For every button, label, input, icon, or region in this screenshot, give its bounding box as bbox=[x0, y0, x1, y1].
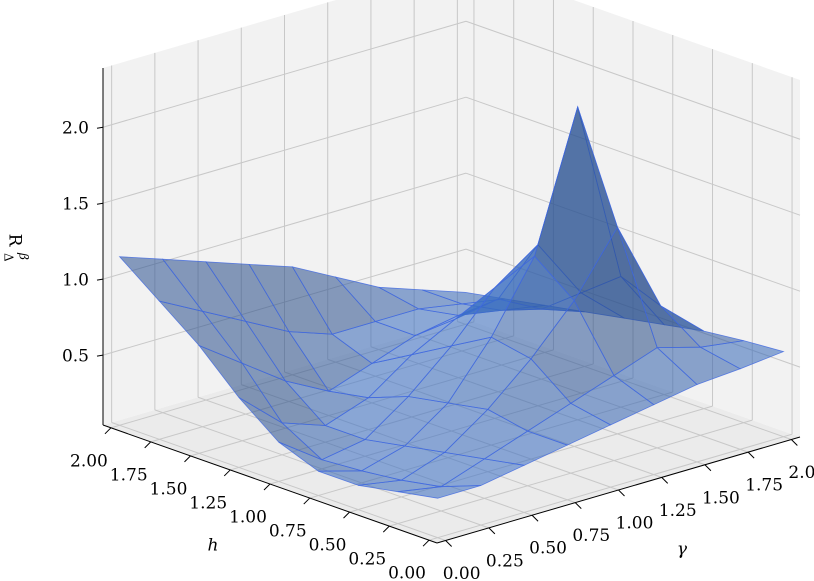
y-tick bbox=[574, 502, 582, 509]
x-tick-label: 0.50 bbox=[309, 536, 347, 556]
grid-line bbox=[102, 96, 467, 204]
z-tick-label: 1.5 bbox=[62, 195, 89, 215]
y-tick-label: 1.75 bbox=[745, 476, 783, 496]
surface-patch bbox=[397, 485, 482, 499]
x-tick-label: 2.00 bbox=[70, 451, 108, 471]
x-tick-label: 1.50 bbox=[150, 479, 188, 499]
y-tick-label: 0.50 bbox=[529, 539, 567, 559]
y-tick bbox=[618, 489, 625, 497]
z-label-base: R bbox=[5, 234, 25, 248]
x-tick bbox=[382, 525, 390, 533]
y-tick bbox=[704, 464, 712, 472]
y-axis-label: γ bbox=[677, 540, 688, 560]
y-tick bbox=[791, 439, 798, 446]
z-tick-label: 2.0 bbox=[62, 119, 89, 139]
x-tick-label: 1.25 bbox=[189, 493, 227, 513]
x-tick bbox=[104, 427, 112, 435]
z-axis-label: R Δ β bbox=[2, 234, 31, 262]
x-axis-label: h bbox=[208, 536, 219, 556]
grid-line bbox=[465, 20, 801, 140]
y-tick-label: 0.00 bbox=[443, 564, 481, 581]
grid-line bbox=[111, 422, 446, 541]
x-tick bbox=[303, 497, 311, 505]
y-tick bbox=[445, 540, 452, 547]
y-tick bbox=[747, 451, 755, 459]
y-tick bbox=[488, 527, 496, 535]
z-tick bbox=[96, 126, 104, 129]
y-tick bbox=[531, 514, 539, 522]
y-tick-label: 1.50 bbox=[702, 488, 740, 508]
z-label-sup: β bbox=[17, 252, 31, 260]
plot-area bbox=[96, 0, 801, 547]
x-tick-label: 0.00 bbox=[388, 564, 426, 581]
axis-line bbox=[436, 436, 801, 544]
grid-line bbox=[465, 172, 801, 292]
x-tick bbox=[184, 455, 191, 463]
z-tick-label: 0.5 bbox=[62, 347, 89, 367]
x-tick-label: 1.75 bbox=[110, 465, 148, 485]
z-label-sub: Δ bbox=[2, 253, 16, 262]
x-tick bbox=[422, 539, 430, 547]
y-tick-label: 1.25 bbox=[659, 501, 697, 521]
z-tick bbox=[96, 278, 104, 281]
z-tick bbox=[96, 354, 104, 357]
grid-line bbox=[465, 96, 801, 216]
grid-line bbox=[102, 20, 467, 128]
x-tick-label: 0.25 bbox=[348, 550, 386, 570]
x-tick bbox=[144, 441, 152, 449]
x-tick bbox=[343, 511, 350, 519]
x-tick-label: 1.00 bbox=[229, 508, 267, 528]
y-tick-label: 0.25 bbox=[486, 551, 524, 571]
y-tick bbox=[661, 477, 669, 484]
axis-line bbox=[102, 424, 438, 544]
x-tick bbox=[263, 483, 271, 491]
y-tick-label: 0.75 bbox=[572, 526, 610, 546]
z-tick-label: 1.0 bbox=[62, 271, 89, 291]
x-tick bbox=[223, 469, 231, 477]
y-tick-label: 2.00 bbox=[788, 463, 814, 483]
y-tick-label: 1.00 bbox=[616, 514, 654, 534]
x-tick-label: 0.75 bbox=[269, 522, 307, 542]
z-tick bbox=[96, 202, 104, 205]
